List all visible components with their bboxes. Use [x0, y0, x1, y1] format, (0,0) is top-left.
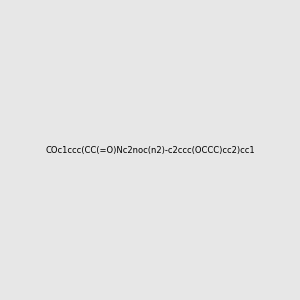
- Text: COc1ccc(CC(=O)Nc2noc(n2)-c2ccc(OCCC)cc2)cc1: COc1ccc(CC(=O)Nc2noc(n2)-c2ccc(OCCC)cc2)…: [45, 146, 255, 154]
